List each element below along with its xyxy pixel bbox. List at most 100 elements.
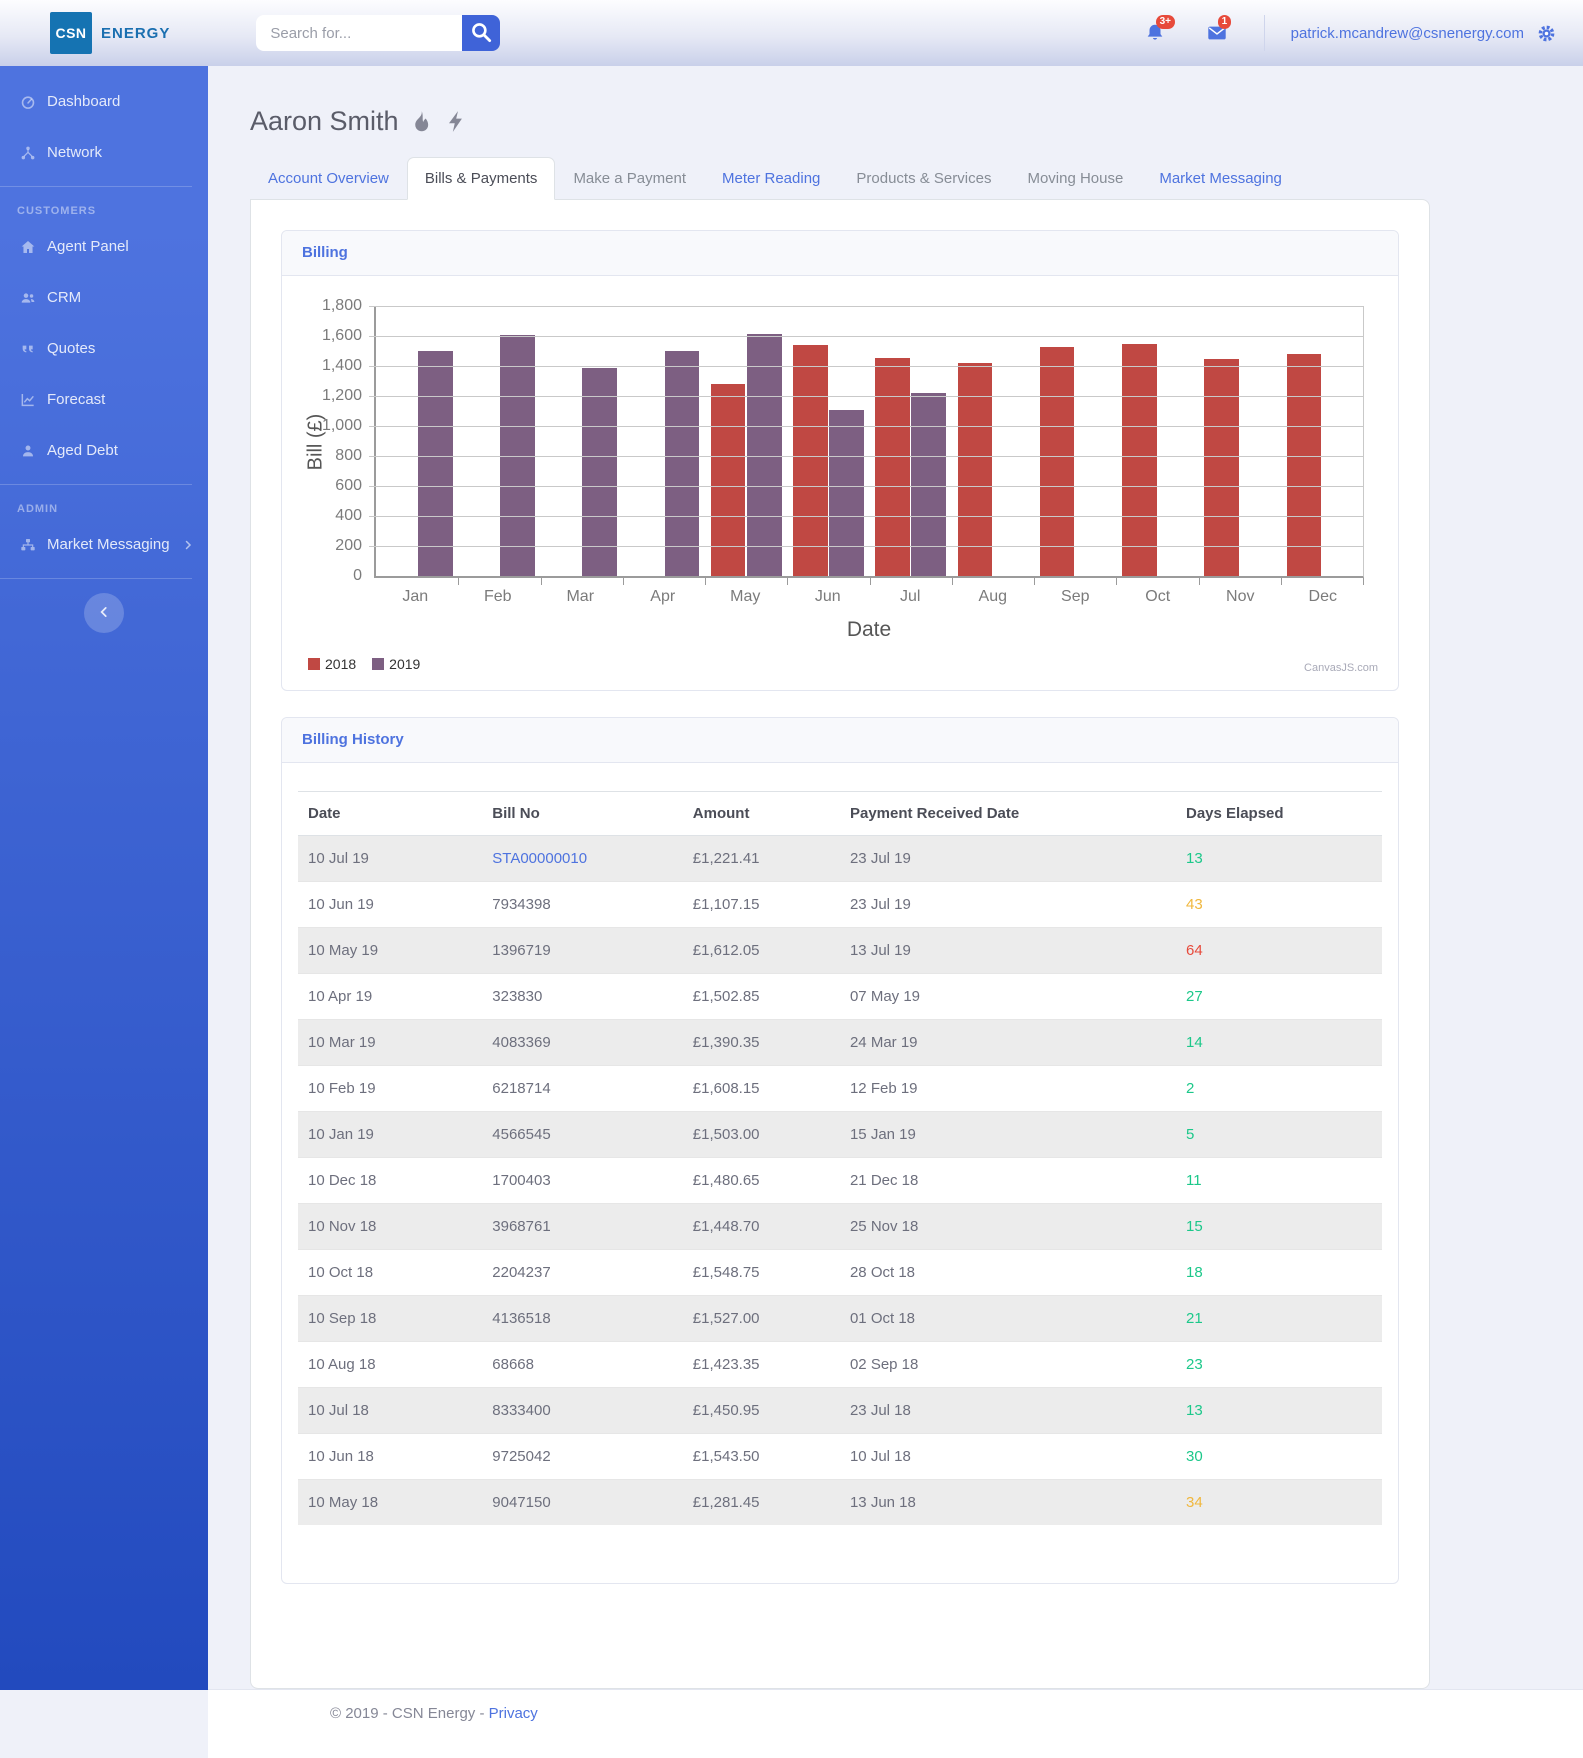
chart-y-tick-label: 800	[335, 447, 362, 465]
search-input[interactable]	[256, 15, 463, 51]
notifications-button[interactable]: 3+	[1144, 15, 1176, 44]
table-row: 10 Jul 18 8333400 £1,450.95 23 Jul 18 13	[298, 1387, 1382, 1434]
sidebar-item-aged-debt[interactable]: Aged Debt	[0, 425, 208, 476]
cell-payment-received-date: 10 Jul 18	[839, 1433, 1176, 1480]
chart-legend: 2018 2019	[308, 656, 1378, 672]
chart-bar-2018-nov[interactable]	[1204, 358, 1239, 577]
sidebar-item-network[interactable]: Network	[0, 127, 208, 178]
privacy-link[interactable]: Privacy	[488, 1705, 538, 1723]
tab-account-overview[interactable]: Account Overview	[268, 170, 389, 188]
chart-bar-2018-aug[interactable]	[957, 362, 993, 577]
chart-y-tick-label: 600	[335, 477, 362, 495]
cell-payment-received-date: 01 Oct 18	[839, 1295, 1176, 1342]
legend-item-2019[interactable]: 2019	[372, 656, 420, 672]
chart-bar-2019-jul[interactable]	[911, 392, 946, 577]
bill-no-link[interactable]: STA00000010	[492, 850, 588, 868]
brand-logo[interactable]: CSN ENERGY	[50, 12, 170, 54]
chart-x-tick-label: Apr	[650, 588, 676, 606]
cell-bill-no: STA00000010	[482, 835, 683, 882]
days-elapsed-value: 18	[1186, 1264, 1203, 1282]
chart-x-labels: Jan Feb Mar Apr May Jun Jul Aug Sep Oct Nov Dec	[374, 588, 1364, 606]
sidebar-divider	[0, 484, 192, 485]
sidebar-collapse-button[interactable]	[84, 593, 124, 633]
tab-market-messaging[interactable]: Market Messaging	[1159, 170, 1282, 188]
table-header-row: Date Bill No Amount Payment Received Date Da…	[298, 791, 1382, 837]
cell-bill-no: 3968761	[482, 1203, 683, 1250]
settings-button[interactable]	[1536, 23, 1557, 44]
sidebar-item-agent-panel[interactable]: Agent Panel	[0, 221, 208, 272]
chart-category-dec	[1281, 306, 1365, 586]
search-button[interactable]	[462, 15, 501, 51]
envelope-icon	[1206, 22, 1228, 44]
person-icon	[20, 443, 36, 459]
chart-bar-2019-feb[interactable]	[500, 334, 535, 577]
sidebar-item-label: Agent Panel	[47, 238, 129, 255]
gas-icon	[409, 109, 434, 134]
chart-bar-2019-apr[interactable]	[664, 350, 700, 577]
chart-bar-2019-jun[interactable]	[829, 410, 864, 577]
tab-pane: Billing Bill (£) 0 200 400 600 800 1,000 1,200…	[250, 199, 1430, 1690]
chart-bar-2019-may[interactable]	[746, 334, 782, 577]
sidebar-divider	[0, 578, 192, 579]
canvasjs-watermark[interactable]: CanvasJS.com	[1304, 662, 1378, 675]
cell-amount: £1,502.85	[682, 973, 840, 1020]
user-email[interactable]: patrick.mcandrew@csnenergy.com	[1290, 24, 1524, 42]
quote-icon	[20, 341, 36, 357]
cell-days-elapsed: 23	[1176, 1341, 1382, 1388]
chart-bar-2019-jan[interactable]	[417, 350, 453, 577]
cell-payment-received-date: 07 May 19	[839, 973, 1176, 1020]
sidebar-item-dashboard[interactable]: Dashboard	[0, 76, 208, 127]
legend-item-2018[interactable]: 2018	[308, 656, 356, 672]
days-elapsed-value: 30	[1186, 1448, 1203, 1466]
chart-category-oct	[1116, 306, 1200, 586]
tab-meter-reading[interactable]: Meter Reading	[722, 170, 821, 188]
cell-date: 10 Feb 19	[298, 1065, 483, 1112]
brand-logo-abbr: CSN	[50, 12, 92, 54]
chart-x-tick-label: Jan	[402, 588, 429, 606]
cell-bill-no: 6218714	[482, 1065, 683, 1112]
cell-amount: £1,281.45	[682, 1479, 840, 1526]
cell-date: 10 Sep 18	[298, 1295, 483, 1342]
sidebar-item-quotes[interactable]: Quotes	[0, 323, 208, 374]
sidebar-item-market-messaging[interactable]: Market Messaging	[0, 519, 208, 570]
chart-x-tick-label: Oct	[1145, 588, 1171, 606]
chart-bar-2018-dec[interactable]	[1286, 353, 1322, 577]
billing-history-card-header: Billing History	[282, 718, 1398, 764]
chart-x-tick-label: Jul	[900, 588, 921, 606]
billing-history-card-title: Billing History	[302, 731, 404, 749]
tab-moving-house[interactable]: Moving House	[1027, 170, 1124, 188]
chart-gridline	[369, 426, 1363, 428]
sidebar-item-label: Network	[47, 144, 103, 161]
tab-products-services[interactable]: Products & Services	[856, 170, 992, 188]
page-title-row: Aaron Smith	[250, 106, 1583, 137]
sidebar-item-label: Dashboard	[47, 93, 121, 110]
sidebar-item-crm[interactable]: CRM	[0, 272, 208, 323]
days-elapsed-value: 21	[1186, 1310, 1203, 1328]
sidebar-item-forecast[interactable]: Forecast	[0, 374, 208, 425]
days-elapsed-value: 11	[1186, 1172, 1202, 1190]
chart-bar-2018-jul[interactable]	[875, 358, 910, 577]
billing-history-table-body: Date Bill No Amount Payment Received Date Da…	[282, 763, 1398, 1583]
chart-bar-2018-jun[interactable]	[793, 344, 828, 577]
tab-bills-payments[interactable]: Bills & Payments	[406, 157, 556, 201]
chart-bar-2019-mar[interactable]	[582, 367, 617, 577]
forecast-icon	[20, 392, 36, 408]
sidebar-item-label: Market Messaging	[47, 536, 170, 553]
chart-bar-2018-sep[interactable]	[1039, 347, 1075, 577]
messages-button[interactable]: 1	[1206, 15, 1232, 44]
billing-card-title: Billing	[302, 244, 348, 262]
notifications-badge: 3+	[1155, 15, 1176, 29]
chevron-right-icon	[182, 539, 194, 551]
cell-amount: £1,548.75	[682, 1249, 840, 1296]
cell-days-elapsed: 18	[1176, 1249, 1382, 1296]
chart-gridline	[369, 486, 1363, 488]
cell-amount: £1,450.95	[682, 1387, 840, 1434]
chart-category-jan	[376, 306, 460, 586]
tab-make-a-payment[interactable]: Make a Payment	[573, 170, 686, 188]
cell-payment-received-date: 13 Jun 18	[839, 1479, 1176, 1526]
cell-date: 10 Jun 18	[298, 1433, 483, 1480]
table-row: 10 Jul 19 STA00000010 £1,221.41 23 Jul 19 13	[298, 835, 1382, 882]
chart-bar-2018-may[interactable]	[710, 383, 746, 577]
chart-x-tick-label: Jun	[814, 588, 841, 606]
chart-bar-2018-oct[interactable]	[1122, 343, 1157, 577]
